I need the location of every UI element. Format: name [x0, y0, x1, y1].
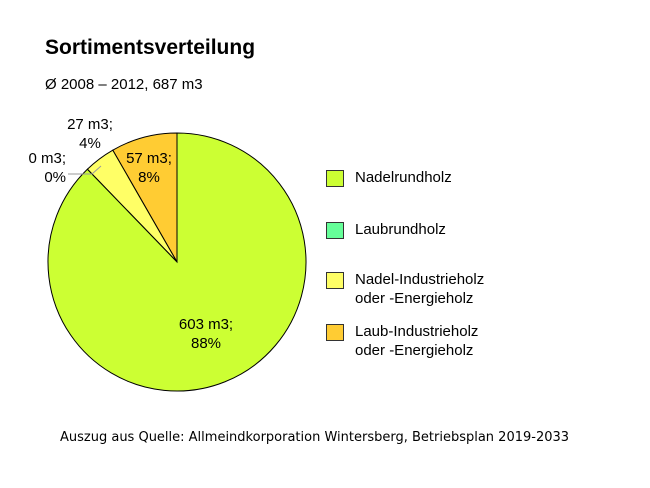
legend-label-line: Laubrundholz [355, 221, 446, 238]
slice-label-percent: 0% [44, 169, 66, 186]
pie-slice-0 [47, 132, 307, 392]
slice-label-value: 603 m3; [179, 316, 233, 333]
legend-label: Laub-Industrieholz oder -Energieholz [355, 322, 555, 360]
legend-swatch [326, 222, 344, 239]
chart-subtitle: Ø 2008 – 2012, 687 m3 [45, 76, 203, 93]
slice-label-percent: 88% [191, 335, 221, 352]
slice-leader-line [68, 165, 102, 175]
legend-item-laubrundholz: Laubrundholz [326, 220, 555, 239]
legend-item-nadelrundholz: Nadelrundholz [326, 168, 555, 187]
chart-title: Sortimentsverteilung [45, 36, 256, 59]
legend-label-line: oder -Energieholz [355, 342, 474, 359]
slice-label-value: 0 m3; [28, 150, 66, 167]
legend-label-line: Nadel-Industrieholz [355, 271, 485, 288]
legend-label: Laubrundholz [355, 220, 555, 239]
legend-label: Nadel-Industrieholz oder -Energieholz [355, 270, 555, 308]
slice-label-value: 57 m3; [126, 150, 172, 167]
legend-item-laub-industrieholz: Laub-Industrieholz oder -Energieholz [326, 322, 555, 360]
legend-swatch [326, 170, 344, 187]
legend-swatch [326, 324, 344, 341]
legend-label-line: Laub-Industrieholz [355, 323, 479, 340]
legend-label-line: oder -Energieholz [355, 290, 474, 307]
slice-label-value: 27 m3; [67, 116, 113, 133]
legend-swatch [326, 272, 344, 289]
slice-label-percent: 8% [138, 169, 160, 186]
legend-label: Nadelrundholz [355, 168, 555, 187]
slice-label-percent: 4% [79, 135, 101, 152]
legend-label-line: Nadelrundholz [355, 169, 452, 186]
legend-item-nadel-industrieholz: Nadel-Industrieholz oder -Energieholz [326, 270, 555, 308]
source-note: Auszug aus Quelle: Allmeindkorporation W… [60, 430, 570, 445]
